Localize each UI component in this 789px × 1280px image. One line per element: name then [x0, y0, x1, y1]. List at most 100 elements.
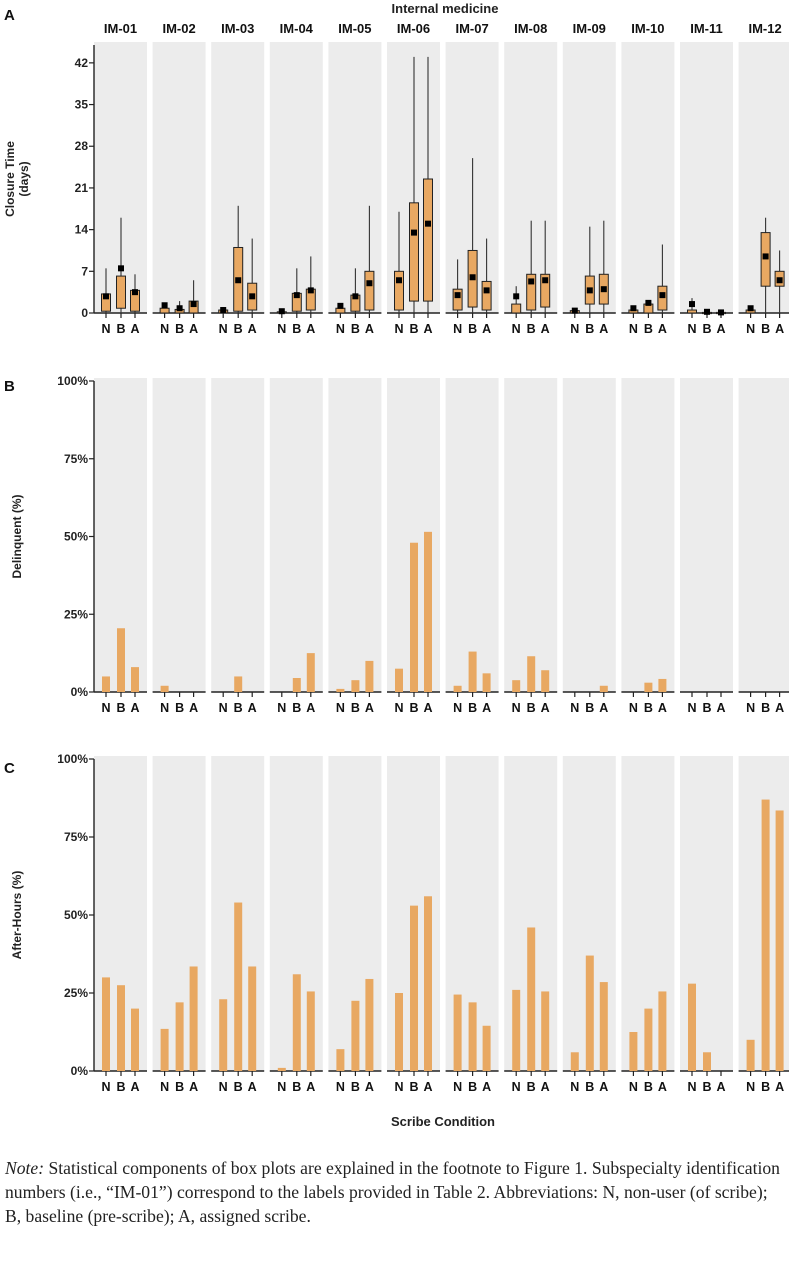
- condition-label: N: [101, 1080, 110, 1094]
- bar-IM-06-A: [424, 896, 432, 1071]
- condition-label: B: [585, 1080, 594, 1094]
- condition-label: N: [570, 322, 579, 336]
- box-mean-marker: [161, 302, 168, 309]
- box-mean-marker: [600, 286, 607, 293]
- box-mean-marker: [337, 302, 344, 309]
- condition-label: A: [658, 1080, 667, 1094]
- bar-IM-07-B: [468, 651, 477, 692]
- condition-label: N: [687, 701, 696, 715]
- condition-label: B: [175, 322, 184, 336]
- condition-label: A: [130, 322, 139, 336]
- box-mean-marker: [483, 287, 490, 294]
- bar-IM-07-N: [453, 994, 462, 1071]
- bar-IM-09-A: [599, 982, 608, 1071]
- bar-IM-04-B: [292, 974, 301, 1071]
- bar-IM-03-B: [234, 676, 243, 692]
- condition-label: B: [644, 322, 653, 336]
- group-panel-bg: [445, 378, 499, 692]
- bar-IM-12-A: [775, 810, 784, 1071]
- condition-label: A: [716, 322, 725, 336]
- bar-IM-10-A: [658, 678, 667, 692]
- bar-IM-04-B: [292, 678, 301, 692]
- y-tick-label-C: 25%: [64, 986, 88, 1000]
- condition-label: N: [746, 701, 755, 715]
- box-mean-marker: [571, 307, 578, 314]
- bar-IM-09-A: [599, 685, 608, 692]
- condition-label: A: [365, 701, 374, 715]
- bar-IM-01-A: [131, 667, 139, 692]
- box-IM-02-N: [159, 307, 170, 314]
- box-mean-marker: [469, 274, 476, 281]
- subspecialty-label: IM-06: [397, 21, 430, 36]
- subspecialty-label: IM-09: [573, 21, 606, 36]
- subspecialty-label: IM-12: [748, 21, 781, 36]
- box-mean-marker: [249, 293, 256, 300]
- bar-IM-08-N: [512, 989, 521, 1071]
- subspecialty-label: IM-11: [690, 21, 723, 36]
- y-tick-label-C: 100%: [57, 752, 88, 766]
- group-panel-bg: [328, 378, 382, 692]
- condition-label: B: [234, 701, 243, 715]
- bar-IM-11-N: [688, 983, 696, 1071]
- bar-IM-05-N: [336, 688, 345, 692]
- condition-label: A: [775, 1080, 784, 1094]
- condition-label: A: [775, 701, 784, 715]
- condition-label: N: [687, 322, 696, 336]
- condition-label: A: [482, 701, 491, 715]
- bar-IM-02-N: [160, 1028, 169, 1071]
- condition-label: B: [468, 1080, 477, 1094]
- condition-label: B: [292, 701, 301, 715]
- condition-label: B: [702, 701, 711, 715]
- bar-IM-05-A: [365, 978, 374, 1071]
- y-tick-label-C: 75%: [64, 830, 88, 844]
- box-IM-07-N: [452, 288, 463, 311]
- bar-IM-08-B: [527, 656, 536, 692]
- condition-label: A: [482, 322, 491, 336]
- bar-IM-03-B: [234, 902, 243, 1071]
- condition-label: N: [629, 1080, 638, 1094]
- bar-IM-10-N: [629, 1032, 638, 1071]
- subspecialty-label: IM-04: [280, 21, 314, 36]
- box-IM-05-A: [364, 270, 375, 311]
- subspecialty-label: IM-01: [104, 21, 137, 36]
- box-mean-marker: [718, 309, 724, 316]
- condition-label: B: [116, 1080, 125, 1094]
- condition-label: N: [160, 701, 169, 715]
- ylabel-delinquent: Delinquent (%): [10, 495, 24, 579]
- box-mean-marker: [190, 301, 197, 308]
- y-tick-label-B: 50%: [64, 530, 88, 544]
- condition-label: B: [644, 701, 653, 715]
- condition-label: A: [716, 1080, 725, 1094]
- subspecialty-label: IM-07: [455, 21, 488, 36]
- condition-label: B: [761, 322, 770, 336]
- y-tick-label-B: 25%: [64, 607, 88, 621]
- condition-label: B: [585, 322, 594, 336]
- bar-IM-06-B: [410, 905, 418, 1071]
- condition-label: A: [248, 701, 257, 715]
- condition-label: N: [570, 1080, 579, 1094]
- bar-IM-03-A: [248, 966, 257, 1071]
- box-mean-marker: [659, 292, 666, 299]
- condition-label: B: [527, 701, 536, 715]
- condition-label: N: [277, 1080, 286, 1094]
- condition-label: A: [482, 1080, 491, 1094]
- box-mean-marker: [689, 301, 695, 308]
- condition-label: A: [189, 701, 198, 715]
- box-IM-11-N: [687, 309, 697, 314]
- box-mean-marker: [747, 305, 754, 312]
- bar-IM-02-N: [160, 685, 169, 692]
- figure: Internal medicine A Closure Time (days) 0 7 14…: [3, 1, 789, 1129]
- group-panel-bg: [211, 378, 265, 692]
- condition-label: A: [130, 701, 139, 715]
- group-title: Internal medicine: [392, 1, 499, 16]
- condition-label: N: [629, 322, 638, 336]
- bar-IM-08-A: [541, 991, 550, 1071]
- condition-label: N: [160, 322, 169, 336]
- panel-letter-C: C: [4, 760, 15, 777]
- box-mean-marker: [454, 292, 461, 299]
- condition-label: B: [116, 701, 125, 715]
- bar-IM-04-A: [306, 991, 315, 1071]
- y-tick-label-B: 75%: [64, 452, 88, 466]
- box-mean-marker: [307, 287, 314, 294]
- condition-label: A: [599, 701, 608, 715]
